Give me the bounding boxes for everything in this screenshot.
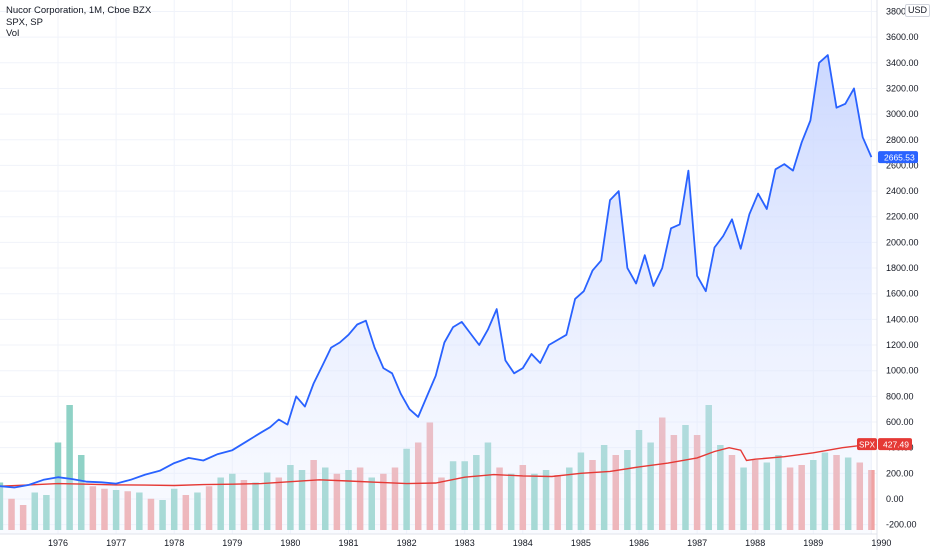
- currency-selector[interactable]: USD: [904, 4, 930, 17]
- price-tick-label: 1600.00: [886, 289, 919, 299]
- last-price-badge: [878, 151, 918, 164]
- price-tick-label: 600.00: [886, 417, 914, 427]
- price-tick-label: 3800.00: [886, 6, 919, 16]
- time-tick-label: 1982: [397, 538, 417, 548]
- time-tick-label: 1990: [871, 538, 891, 548]
- time-tick-label: 1987: [687, 538, 707, 548]
- time-tick-label: 1981: [338, 538, 358, 548]
- price-tick-label: 2800.00: [886, 135, 919, 145]
- price-tick-label: 3400.00: [886, 58, 919, 68]
- time-tick-label: 1988: [745, 538, 765, 548]
- legend-compare-symbol[interactable]: SPX, SP: [6, 16, 43, 28]
- price-tick-label: -200.00: [886, 520, 917, 530]
- price-tick-label: 200.00: [886, 468, 914, 478]
- spx-name-label: SPX: [859, 441, 876, 450]
- time-tick-label: 1978: [164, 538, 184, 548]
- time-tick-label: 1984: [513, 538, 533, 548]
- time-tick-label: 1976: [48, 538, 68, 548]
- legend-main-symbol[interactable]: Nucor Corporation, 1M, Cboe BZX: [6, 5, 152, 16]
- time-tick-label: 1986: [629, 538, 649, 548]
- main-series-line: [0, 54, 873, 489]
- price-tick-label: 2600.00: [886, 160, 919, 170]
- price-tick-label: 3600.00: [886, 32, 919, 42]
- price-tick-label: 2000.00: [886, 237, 919, 247]
- time-tick-label: 1985: [571, 538, 591, 548]
- spx-series-line: [0, 443, 872, 487]
- price-tick-label: 1800.00: [886, 263, 919, 273]
- price-tick-label: 1400.00: [886, 314, 919, 324]
- price-tick-label: 1200.00: [886, 340, 919, 350]
- chart-legend: Nucor Corporation, 1M, Cboe BZX SPX, SP …: [6, 5, 151, 40]
- time-tick-label: 1980: [280, 538, 300, 548]
- price-tick-label: 3000.00: [886, 109, 919, 119]
- price-axis-bg: [877, 0, 932, 550]
- legend-volume[interactable]: Vol: [6, 28, 20, 39]
- time-tick-label: 1983: [455, 538, 475, 548]
- price-tick-label: 1000.00: [886, 366, 919, 376]
- main-series-area: [0, 55, 872, 534]
- price-badges: 2665.53 SPX 427.49: [857, 151, 918, 451]
- price-tick-label: 2400.00: [886, 186, 919, 196]
- time-tick-label: 1989: [803, 538, 823, 548]
- price-tick-label: 800.00: [886, 391, 914, 401]
- price-tick-label: 2200.00: [886, 212, 919, 222]
- spx-name-badge: [857, 438, 877, 451]
- price-tick-label: 3200.00: [886, 83, 919, 93]
- price-area: [0, 55, 872, 534]
- price-lines: [0, 54, 873, 489]
- spx-value-badge: [878, 438, 912, 451]
- last-price-label: 2665.53: [884, 153, 915, 163]
- time-tick-label: 1977: [106, 538, 126, 548]
- time-tick-label: 1979: [222, 538, 242, 548]
- price-tick-label: 0.00: [886, 494, 904, 504]
- spx-value-label: 427.49: [883, 440, 909, 450]
- volume-bar: [66, 405, 73, 530]
